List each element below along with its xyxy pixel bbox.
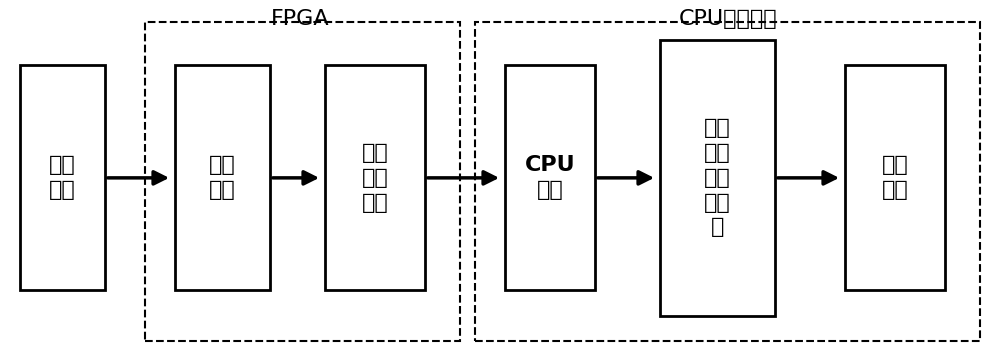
Text: 采集
数据
存储: 采集 数据 存储 <box>362 143 388 213</box>
Bar <box>845 65 945 290</box>
Text: 采样
点与
像素
点转
换: 采样 点与 像素 点转 换 <box>704 118 731 237</box>
Bar <box>505 65 595 290</box>
Bar <box>20 65 105 290</box>
Bar <box>475 22 980 341</box>
Text: 送显
屏幕: 送显 屏幕 <box>882 155 908 200</box>
Text: 数字
通道: 数字 通道 <box>49 155 76 200</box>
Text: CPU
内存: CPU 内存 <box>525 155 575 200</box>
Text: 数据
采集: 数据 采集 <box>209 155 236 200</box>
Bar <box>660 40 775 316</box>
Bar <box>325 65 425 290</box>
Bar <box>175 65 270 290</box>
Bar <box>145 22 460 341</box>
Text: CPU应用软件: CPU应用软件 <box>679 9 777 29</box>
Text: FPGA: FPGA <box>271 9 329 29</box>
